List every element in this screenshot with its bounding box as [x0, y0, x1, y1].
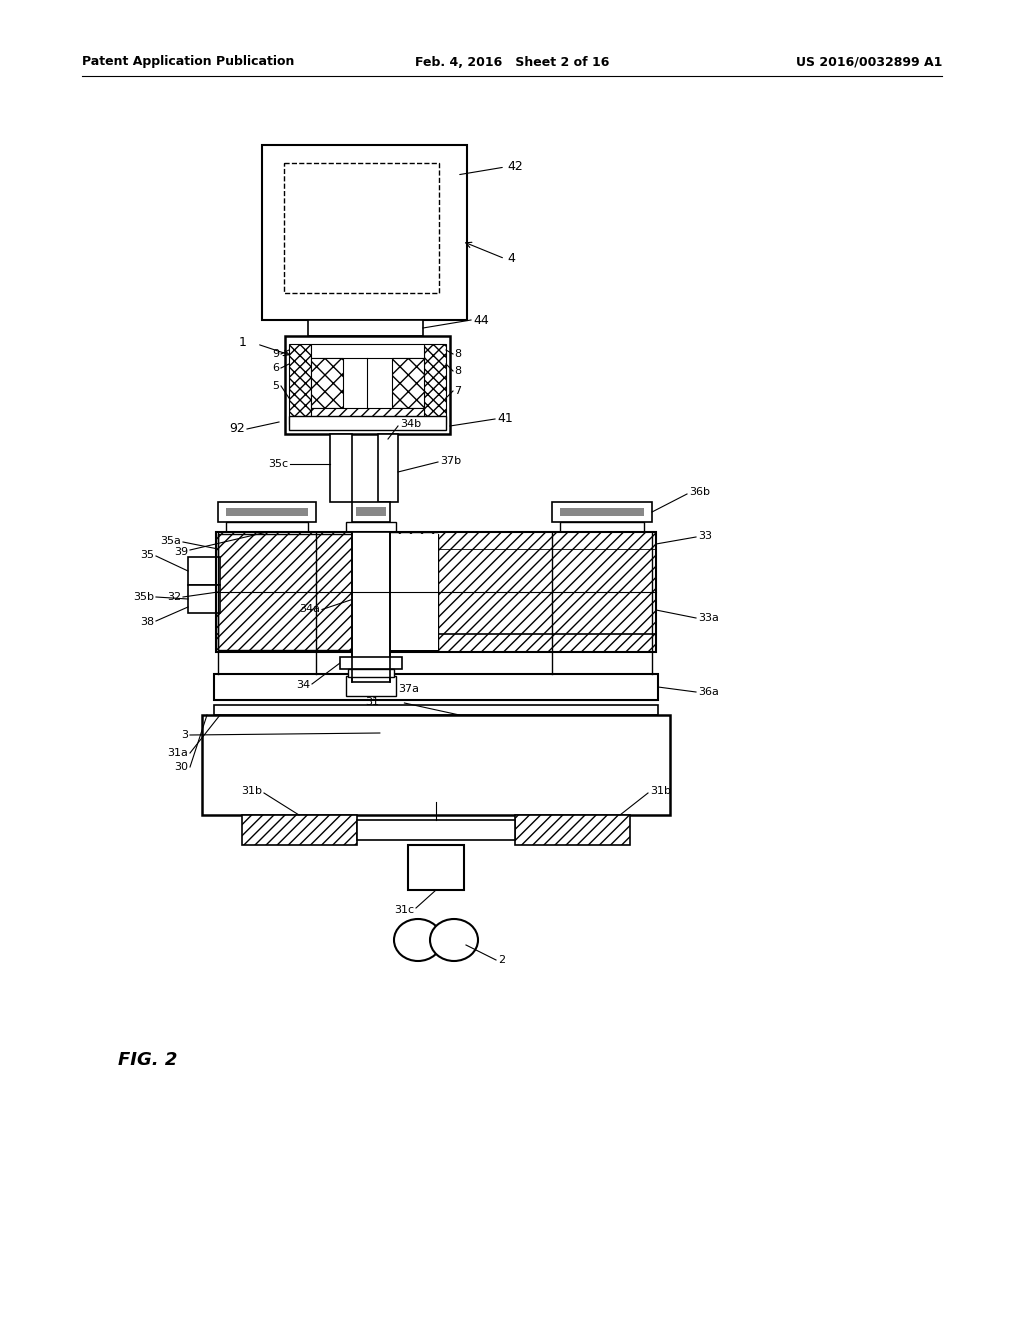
Text: 32: 32	[167, 591, 181, 602]
Bar	[202, 715, 670, 814]
Text: 36a: 36a	[698, 686, 719, 697]
Bar	[340, 657, 402, 669]
Bar	[515, 814, 630, 845]
Text: 37a: 37a	[398, 684, 419, 694]
Text: 44: 44	[473, 314, 488, 326]
Text: 35b: 35b	[133, 591, 154, 602]
Bar	[216, 532, 656, 550]
Text: 3: 3	[181, 730, 188, 741]
Bar	[311, 358, 343, 408]
Bar	[242, 814, 357, 845]
Bar	[560, 521, 644, 532]
Bar	[262, 145, 467, 319]
Text: 5: 5	[272, 381, 279, 391]
Bar	[352, 502, 390, 521]
Text: 35a: 35a	[160, 536, 181, 546]
Bar	[346, 521, 396, 532]
Bar	[378, 434, 398, 502]
Text: 34a: 34a	[299, 605, 319, 615]
Bar	[392, 358, 424, 408]
Bar	[388, 535, 438, 649]
Bar	[216, 532, 656, 652]
Text: 34: 34	[296, 680, 310, 690]
Text: 41: 41	[497, 412, 513, 425]
Ellipse shape	[430, 919, 478, 961]
Text: 35: 35	[140, 550, 154, 560]
Text: FIG. 2: FIG. 2	[118, 1051, 177, 1069]
Bar	[218, 502, 316, 521]
Bar	[346, 676, 396, 696]
Ellipse shape	[394, 919, 442, 961]
Text: Patent Application Publication: Patent Application Publication	[82, 55, 294, 69]
Text: 31b: 31b	[241, 785, 262, 796]
Text: 7: 7	[454, 385, 461, 396]
Text: Feb. 4, 2016   Sheet 2 of 16: Feb. 4, 2016 Sheet 2 of 16	[415, 55, 609, 69]
Bar	[311, 345, 424, 358]
Bar	[285, 337, 450, 434]
Bar	[308, 319, 423, 337]
Text: 36b: 36b	[689, 487, 710, 498]
Bar	[348, 669, 394, 677]
Bar	[216, 550, 656, 634]
Text: 1: 1	[240, 335, 247, 348]
Bar	[218, 535, 438, 649]
Bar	[289, 345, 311, 424]
Bar	[311, 408, 424, 422]
Bar	[352, 532, 390, 682]
Text: 33: 33	[698, 531, 712, 541]
Bar	[408, 845, 464, 890]
Text: 92: 92	[229, 422, 245, 436]
Bar	[560, 508, 644, 516]
Bar	[284, 162, 439, 293]
Text: 42: 42	[507, 161, 522, 173]
Text: 33a: 33a	[698, 612, 719, 623]
Bar	[188, 585, 220, 612]
Bar	[357, 820, 515, 840]
Bar	[552, 502, 652, 521]
Text: 38: 38	[140, 616, 154, 627]
Bar	[216, 634, 656, 652]
Bar	[188, 557, 220, 585]
Text: 6: 6	[272, 363, 279, 374]
Bar	[226, 508, 308, 516]
Text: 34b: 34b	[400, 418, 421, 429]
Text: 31a: 31a	[167, 748, 188, 758]
Bar	[330, 434, 352, 502]
Text: 9: 9	[272, 348, 279, 359]
Text: 2: 2	[498, 954, 505, 965]
Bar	[226, 521, 308, 532]
Text: 39: 39	[174, 546, 188, 557]
Text: 37b: 37b	[440, 455, 461, 466]
Text: 31c: 31c	[394, 906, 414, 915]
Text: 35c: 35c	[268, 459, 288, 469]
Text: 8: 8	[454, 348, 461, 359]
Text: 30: 30	[174, 762, 188, 772]
Bar	[214, 675, 658, 700]
Text: 31: 31	[366, 697, 380, 708]
Bar	[289, 416, 446, 430]
Text: 8: 8	[454, 366, 461, 376]
Bar	[214, 705, 658, 715]
Bar	[356, 507, 386, 516]
Text: 31b: 31b	[650, 785, 671, 796]
Text: US 2016/0032899 A1: US 2016/0032899 A1	[796, 55, 942, 69]
Bar	[424, 345, 446, 424]
Bar	[216, 550, 656, 634]
Text: 4: 4	[507, 252, 515, 265]
